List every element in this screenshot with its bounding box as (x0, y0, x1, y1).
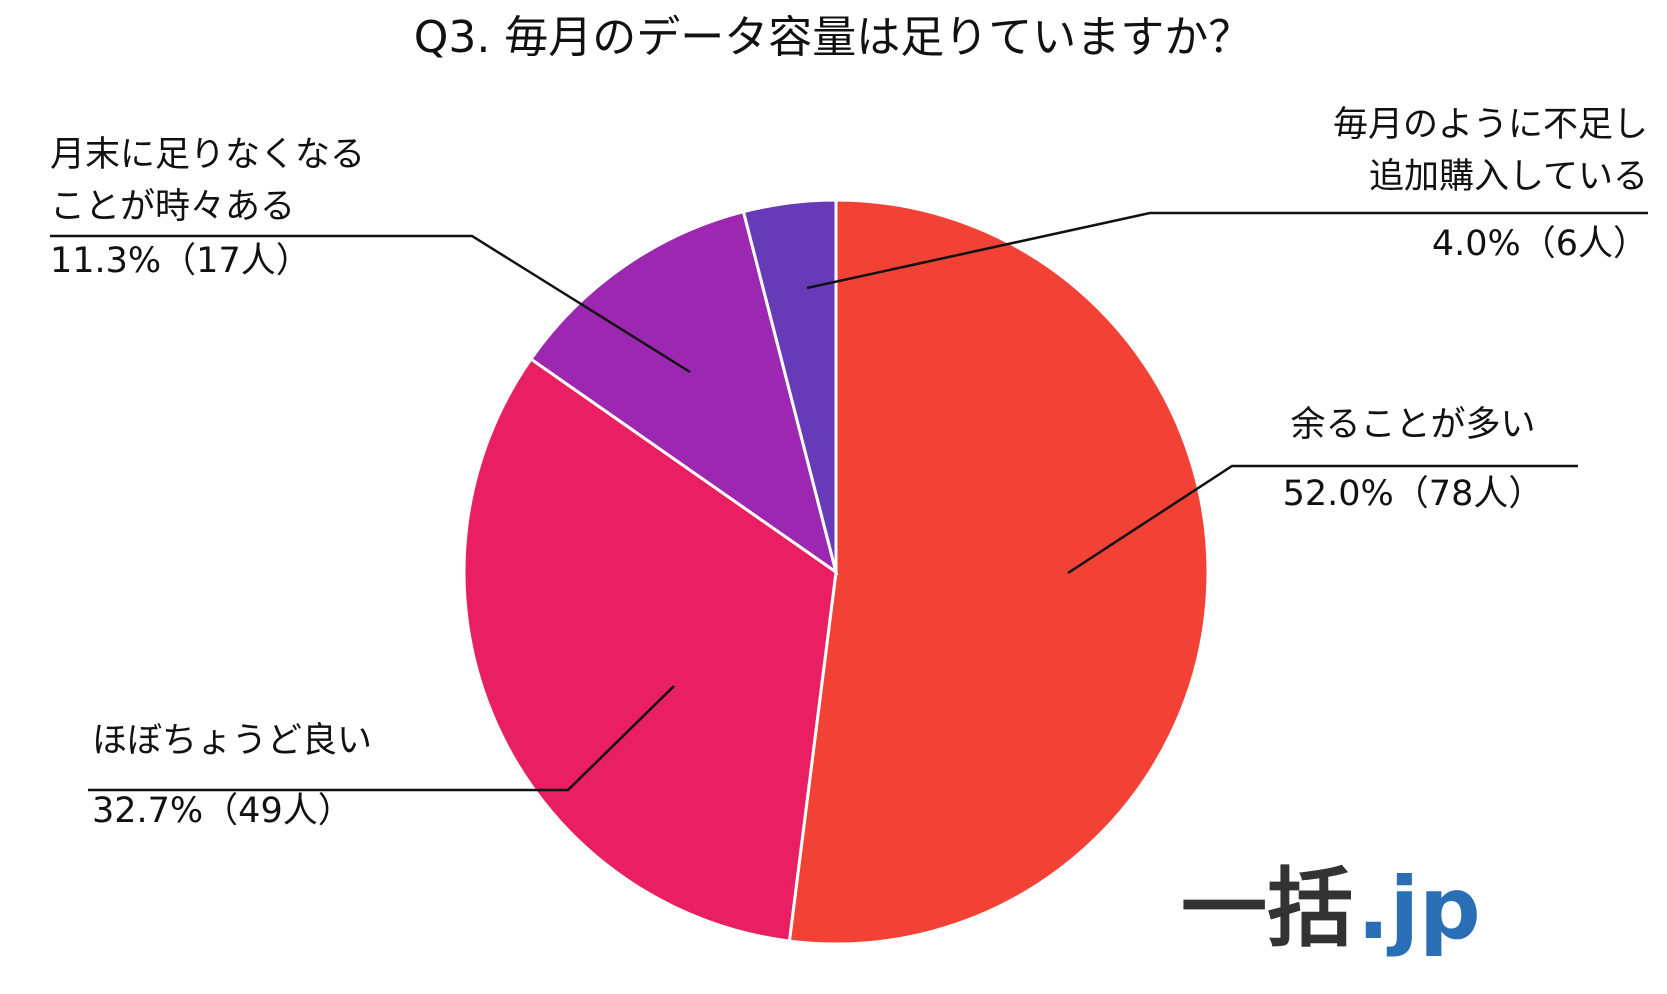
slice-value-label-4: 4.0%（6人） (1432, 224, 1648, 264)
pie-slice-2 (462, 356, 838, 943)
slice-label-1-line-1: 余ることが多い (1290, 405, 1535, 445)
leader-lines (50, 211, 1648, 792)
slice-labels: 余ることが多い 52.0%（78人） ほぼちょうど良い 32.7%（49人） 月末に足り… (50, 105, 1648, 831)
slice-value-label-1: 52.0%（78人） (1283, 474, 1544, 514)
logo-suffix-text: .jp (1357, 859, 1481, 959)
leader-line-3 (50, 234, 691, 374)
slice-value-label-2: 32.7%（49人） (92, 791, 353, 831)
pie-slices (462, 198, 1210, 946)
leader-line-2 (88, 685, 675, 792)
leader-line-1 (1067, 464, 1578, 575)
slice-label-4-line-2: 追加購入している (1369, 157, 1648, 197)
logo: 一括 .jp (1181, 859, 1481, 959)
pie-slice-3 (528, 209, 839, 576)
slice-value-label-3: 11.3%（17人） (50, 241, 311, 281)
chart-title: Q3. 毎月のデータ容量は足りていますか？ (414, 12, 1253, 63)
pie-slice-1 (787, 198, 1210, 946)
leader-line-4 (806, 211, 1648, 290)
slice-label-4-line-1: 毎月のように不足し (1333, 105, 1648, 145)
slice-label-2-line-1: ほぼちょうど良い (92, 721, 372, 761)
slice-label-3-line-2: ことが時々ある (50, 187, 295, 227)
slice-label-3-line-1: 月末に足りなくなる (50, 135, 365, 175)
pie-slice-4 (741, 198, 838, 573)
logo-main-text: 一括 (1181, 859, 1353, 959)
